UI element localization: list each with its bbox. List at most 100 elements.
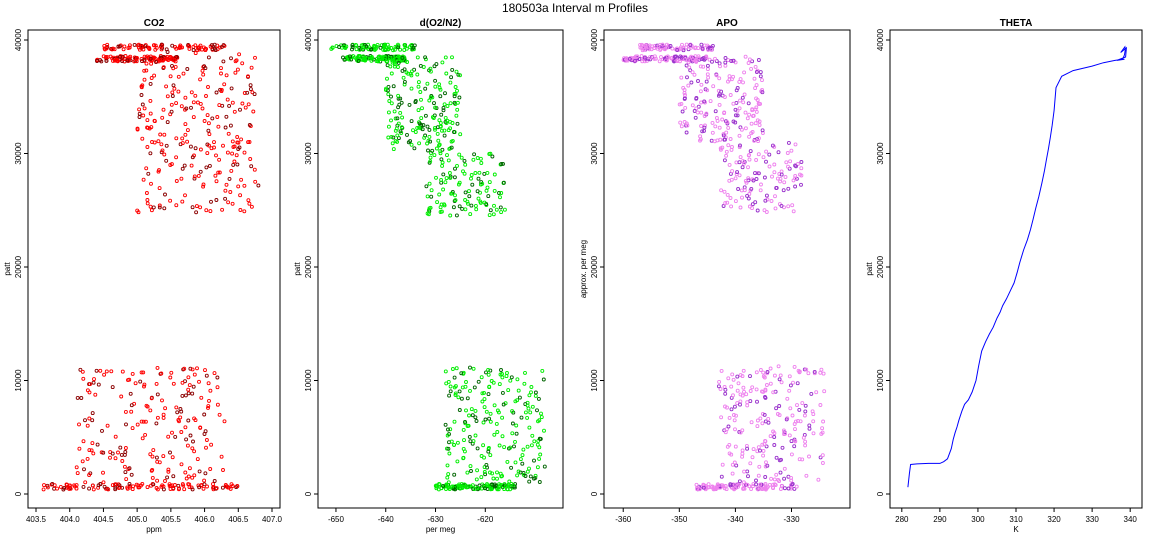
co2-data-point [168, 375, 173, 380]
apo-data-point [678, 59, 682, 64]
do2n2-data-point [537, 480, 542, 484]
co2-data-point [221, 468, 225, 472]
co2-data-point [55, 486, 60, 491]
co2-data-point [85, 388, 90, 393]
apo-data-point [793, 427, 797, 432]
do2n2-data-point [530, 404, 535, 409]
apo-data-point [728, 483, 733, 488]
do2n2-data-point [521, 447, 526, 452]
do2n2-x-tick-label: -640 [378, 515, 395, 524]
co2-data-point [174, 179, 179, 183]
do2n2-data-point [516, 469, 521, 474]
apo-data-point [764, 149, 769, 154]
apo-data-point [807, 454, 811, 459]
do2n2-data-point [390, 57, 395, 62]
apo-data-point [770, 143, 775, 148]
do2n2-data-point [529, 390, 533, 395]
apo-data-point [751, 113, 756, 118]
do2n2-data-point [529, 443, 534, 448]
do2n2-x-axis-label: per meg [426, 525, 455, 534]
co2-data-point [143, 432, 148, 437]
apo-data-point [800, 457, 805, 462]
apo-data-point [803, 409, 808, 414]
co2-data-point [188, 144, 193, 149]
co2-data-point [212, 145, 216, 150]
apo-data-point [786, 204, 791, 209]
co2-data-point [85, 456, 90, 461]
apo-data-point [782, 486, 787, 491]
apo-data-point [783, 175, 788, 179]
co2-data-point [119, 452, 124, 457]
apo-data-point [733, 107, 738, 112]
do2n2-data-point [450, 484, 455, 489]
co2-data-point [228, 123, 233, 128]
do2n2-data-point [513, 460, 518, 465]
co2-data-point [208, 209, 213, 214]
apo-data-point [804, 473, 809, 478]
apo-data-point [764, 159, 768, 164]
do2n2-data-point [437, 85, 442, 90]
co2-data-point [204, 94, 208, 98]
do2n2-data-point [530, 433, 535, 438]
apo-data-point [793, 142, 798, 147]
co2-data-point [256, 183, 261, 188]
co2-data-point [152, 118, 157, 123]
co2-data-point [101, 450, 106, 455]
do2n2-data-point [447, 487, 452, 491]
apo-data-point [761, 155, 766, 160]
do2n2-data-point [396, 45, 401, 50]
apo-data-point [758, 482, 763, 487]
do2n2-data-point [421, 123, 426, 128]
do2n2-data-point [499, 474, 504, 479]
apo-data-point [733, 444, 738, 449]
apo-data-point [718, 137, 723, 142]
do2n2-data-point [487, 152, 492, 156]
apo-data-point [749, 121, 754, 126]
co2-data-point [136, 483, 141, 488]
do2n2-data-point [526, 406, 531, 411]
co2-data-point [169, 102, 174, 107]
co2-data-point [201, 45, 206, 50]
theta-panel-title: THETA [1000, 18, 1033, 29]
co2-data-point [146, 171, 151, 176]
co2-data-point [137, 107, 142, 112]
apo-data-point [735, 388, 740, 393]
co2-data-point [169, 109, 174, 114]
apo-data-point [729, 384, 734, 389]
apo-data-point [750, 385, 755, 390]
co2-data-point [123, 470, 128, 475]
co2-data-point [140, 136, 145, 141]
do2n2-data-point [330, 45, 335, 50]
co2-data-point [214, 486, 219, 491]
apo-data-point [788, 406, 793, 411]
do2n2-data-point [417, 125, 422, 130]
do2n2-data-point [476, 196, 481, 201]
apo-data-point [814, 390, 819, 395]
do2n2-data-point [387, 56, 392, 61]
do2n2-data-point [490, 471, 495, 476]
apo-data-point [782, 180, 787, 185]
do2n2-data-point [499, 191, 504, 195]
apo-data-point [820, 426, 825, 431]
apo-data-point [648, 57, 653, 62]
apo-data-point [740, 454, 745, 459]
do2n2-data-point [435, 131, 440, 136]
do2n2-data-point [474, 207, 479, 212]
co2-data-point [252, 92, 257, 97]
do2n2-data-point [440, 128, 444, 133]
co2-data-point [179, 462, 184, 467]
apo-data-point [735, 113, 740, 118]
co2-data-point [161, 412, 166, 417]
co2-data-point [91, 380, 96, 385]
do2n2-data-point [398, 47, 403, 52]
do2n2-data-point [409, 142, 414, 147]
do2n2-data-point [457, 204, 462, 209]
do2n2-data-point [502, 207, 507, 212]
co2-data-layer [41, 42, 261, 492]
do2n2-data-point [473, 408, 478, 413]
apo-data-point [741, 368, 746, 373]
do2n2-data-point [370, 56, 374, 61]
co2-data-point [135, 127, 140, 132]
apo-data-point [768, 381, 773, 386]
apo-data-point [820, 430, 825, 435]
